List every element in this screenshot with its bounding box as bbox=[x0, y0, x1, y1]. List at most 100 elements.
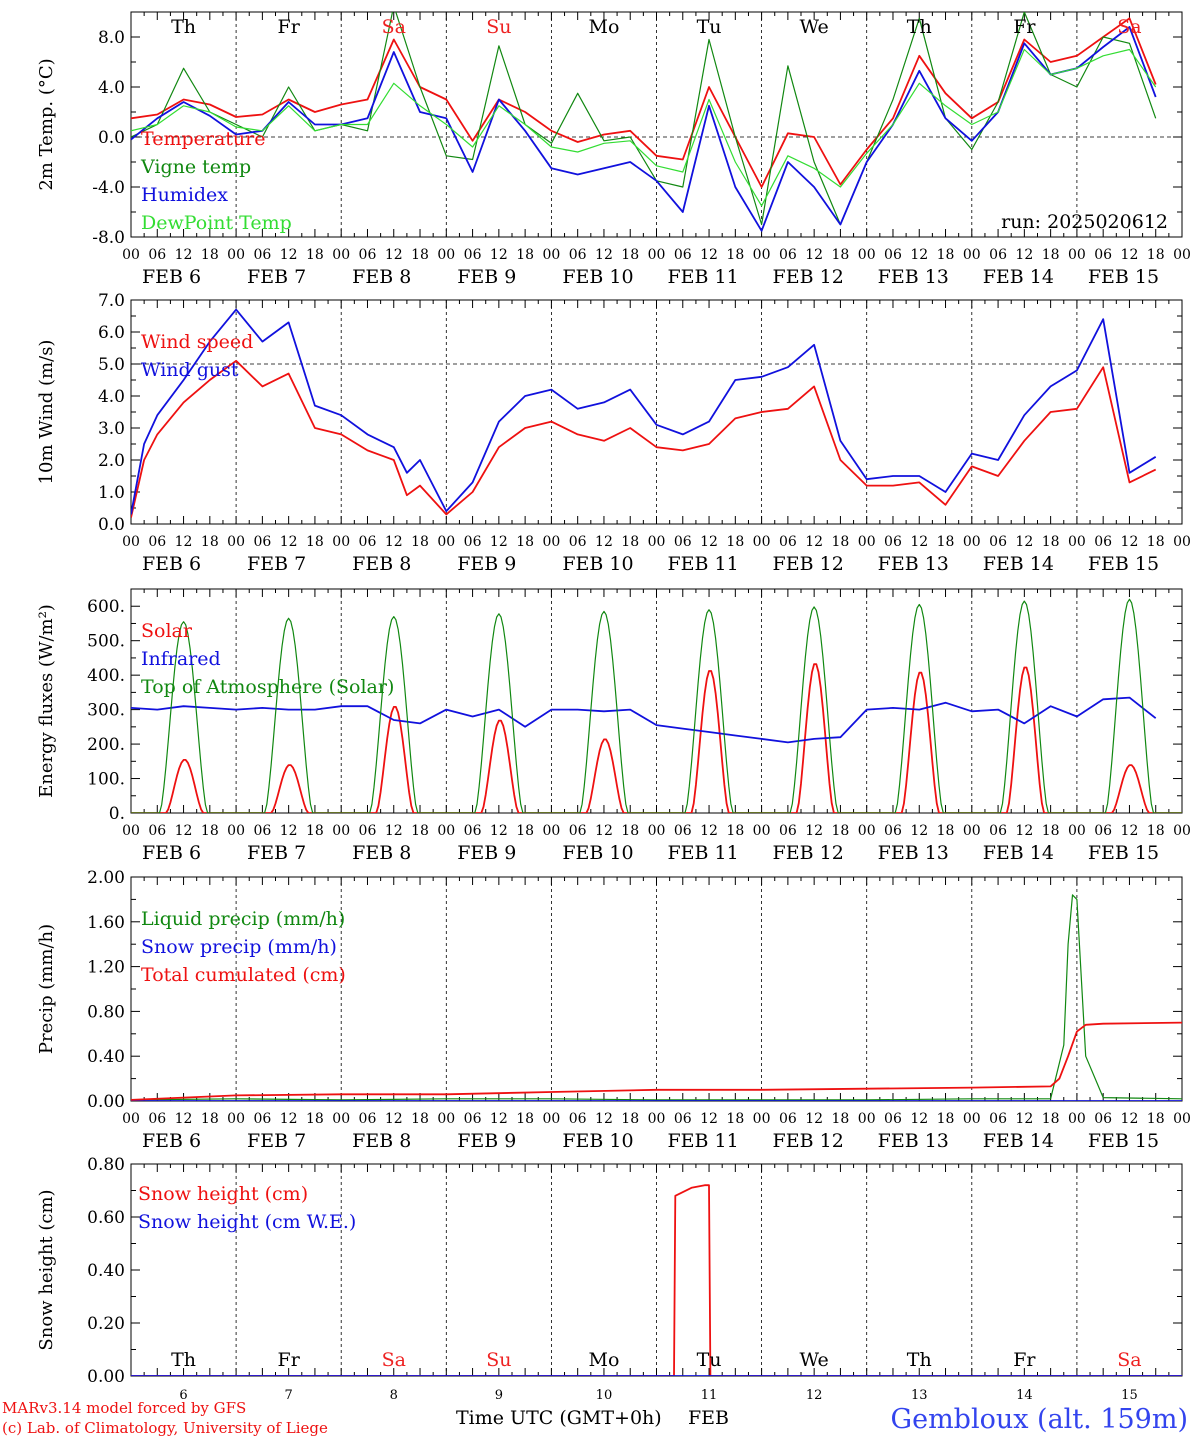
hour-label: 06 bbox=[148, 247, 166, 263]
hour-label: 00 bbox=[648, 534, 666, 550]
series-group bbox=[131, 894, 1182, 1101]
day-number-label: 11 bbox=[701, 1388, 718, 1403]
date-label: FEB 8 bbox=[352, 266, 411, 288]
hour-label: 18 bbox=[726, 823, 744, 839]
panel-3: 0. 100. 200. 300. 400. 500. 600. Energy fluxes … bbox=[36, 588, 1191, 864]
y-tick-label: 500. bbox=[87, 632, 125, 652]
hour-label: 00 bbox=[858, 534, 876, 550]
day-of-week-label: Tu bbox=[697, 1349, 722, 1371]
day-of-week-label: Mo bbox=[588, 1349, 619, 1371]
hour-label: 18 bbox=[621, 534, 639, 550]
hour-label: 12 bbox=[595, 1111, 613, 1127]
hour-label: 00 bbox=[437, 247, 455, 263]
y-tick-label: 600. bbox=[87, 597, 125, 617]
hour-label: 12 bbox=[490, 823, 508, 839]
series-group bbox=[131, 598, 1182, 813]
day-of-week-label: Tu bbox=[697, 16, 722, 38]
date-label: FEB 12 bbox=[773, 553, 844, 575]
hour-label: 06 bbox=[1094, 534, 1112, 550]
hour-label: 06 bbox=[674, 823, 692, 839]
day-of-week-label: Fr bbox=[278, 16, 301, 38]
day-number-label: 13 bbox=[911, 1388, 928, 1403]
panel-frame bbox=[130, 11, 1183, 238]
hour-label: 00 bbox=[858, 1111, 876, 1127]
y-tick-label: 0.80 bbox=[87, 1002, 125, 1022]
hour-label: 12 bbox=[910, 823, 928, 839]
date-label: FEB 15 bbox=[1088, 266, 1159, 288]
hour-label: 12 bbox=[595, 534, 613, 550]
date-label: FEB 9 bbox=[457, 842, 516, 864]
y-tick-label: 0.20 bbox=[87, 1314, 125, 1334]
legend-entry: Humidex bbox=[141, 184, 228, 206]
hour-label: 00 bbox=[753, 534, 771, 550]
hour-label: 12 bbox=[805, 1111, 823, 1127]
hour-label: 12 bbox=[175, 534, 193, 550]
hour-label: 18 bbox=[516, 247, 534, 263]
series-line-wind-gust bbox=[131, 308, 1157, 515]
day-of-week-label: Sa bbox=[1117, 1349, 1141, 1371]
series-group bbox=[131, 308, 1157, 518]
series-line-snow-height-cm- bbox=[131, 1184, 1182, 1376]
hour-label: 00 bbox=[1173, 823, 1191, 839]
legend-entry: Snow height (cm W.E.) bbox=[138, 1211, 356, 1233]
y-axis-label: 2m Temp. (°C) bbox=[36, 58, 57, 190]
hour-label: 06 bbox=[884, 823, 902, 839]
y-tick-label: 1.20 bbox=[87, 958, 125, 978]
hour-label: 12 bbox=[490, 247, 508, 263]
hour-label: 06 bbox=[359, 1111, 377, 1127]
hour-label: 12 bbox=[595, 823, 613, 839]
series-line-wind-speed bbox=[131, 359, 1157, 518]
lab-credit: (c) Lab. of Climatology, University of L… bbox=[2, 1419, 328, 1437]
hour-label: 12 bbox=[175, 823, 193, 839]
hour-label: 12 bbox=[805, 534, 823, 550]
y-tick-label: 4.0 bbox=[98, 78, 125, 98]
hour-label: 18 bbox=[832, 534, 850, 550]
hour-label: 18 bbox=[411, 823, 429, 839]
day-of-week-label: Th bbox=[907, 16, 932, 38]
date-label: FEB 9 bbox=[457, 266, 516, 288]
hour-label: 12 bbox=[1121, 1111, 1139, 1127]
hour-label: 06 bbox=[674, 534, 692, 550]
hour-label: 18 bbox=[937, 1111, 955, 1127]
legend-entry: Infrared bbox=[141, 648, 221, 670]
y-tick-label: 8.0 bbox=[98, 28, 125, 48]
day-number-label: 6 bbox=[179, 1388, 187, 1403]
hour-label: 06 bbox=[148, 1111, 166, 1127]
hour-label: 06 bbox=[464, 1111, 482, 1127]
hour-label: 00 bbox=[122, 534, 140, 550]
y-axis-label: Precip (mm/h) bbox=[36, 924, 57, 1054]
hour-label: 12 bbox=[1015, 534, 1033, 550]
model-credit: MARv3.14 model forced by GFS bbox=[2, 1399, 246, 1417]
hour-label: 06 bbox=[1094, 823, 1112, 839]
date-label: FEB 14 bbox=[983, 1130, 1054, 1152]
footer: MARv3.14 model forced by GFS (c) Lab. of… bbox=[2, 1399, 1188, 1437]
hour-label: 18 bbox=[1147, 534, 1165, 550]
run-label: run: 2025020612 bbox=[1001, 211, 1168, 233]
day-of-week-label: Fr bbox=[1013, 16, 1036, 38]
legend-entry: Temperature bbox=[141, 128, 265, 150]
date-label: FEB 11 bbox=[667, 553, 738, 575]
hour-label: 18 bbox=[516, 823, 534, 839]
y-tick-label: 0.0 bbox=[98, 128, 125, 148]
date-label: FEB 11 bbox=[667, 842, 738, 864]
hour-label: 12 bbox=[910, 1111, 928, 1127]
date-label: FEB 13 bbox=[878, 266, 949, 288]
legend-entry: Snow precip (mm/h) bbox=[141, 936, 337, 958]
hour-label: 12 bbox=[1121, 823, 1139, 839]
legend-entry: Top of Atmosphere (Solar) bbox=[141, 676, 394, 698]
hour-label: 06 bbox=[359, 247, 377, 263]
hour-label: 00 bbox=[122, 823, 140, 839]
date-label: FEB 13 bbox=[878, 553, 949, 575]
date-label: FEB 10 bbox=[562, 266, 633, 288]
series-line-liquid-precip-mm-h- bbox=[131, 894, 1182, 1101]
hour-label: 06 bbox=[989, 534, 1007, 550]
y-tick-label: 100. bbox=[87, 770, 125, 790]
hour-label: 06 bbox=[884, 247, 902, 263]
hour-label: 06 bbox=[569, 1111, 587, 1127]
hour-label: 18 bbox=[306, 1111, 324, 1127]
series-line-total-cumulated-cm- bbox=[131, 1021, 1182, 1101]
hour-label: 00 bbox=[1173, 247, 1191, 263]
hour-label: 00 bbox=[648, 1111, 666, 1127]
hour-label: 00 bbox=[963, 247, 981, 263]
